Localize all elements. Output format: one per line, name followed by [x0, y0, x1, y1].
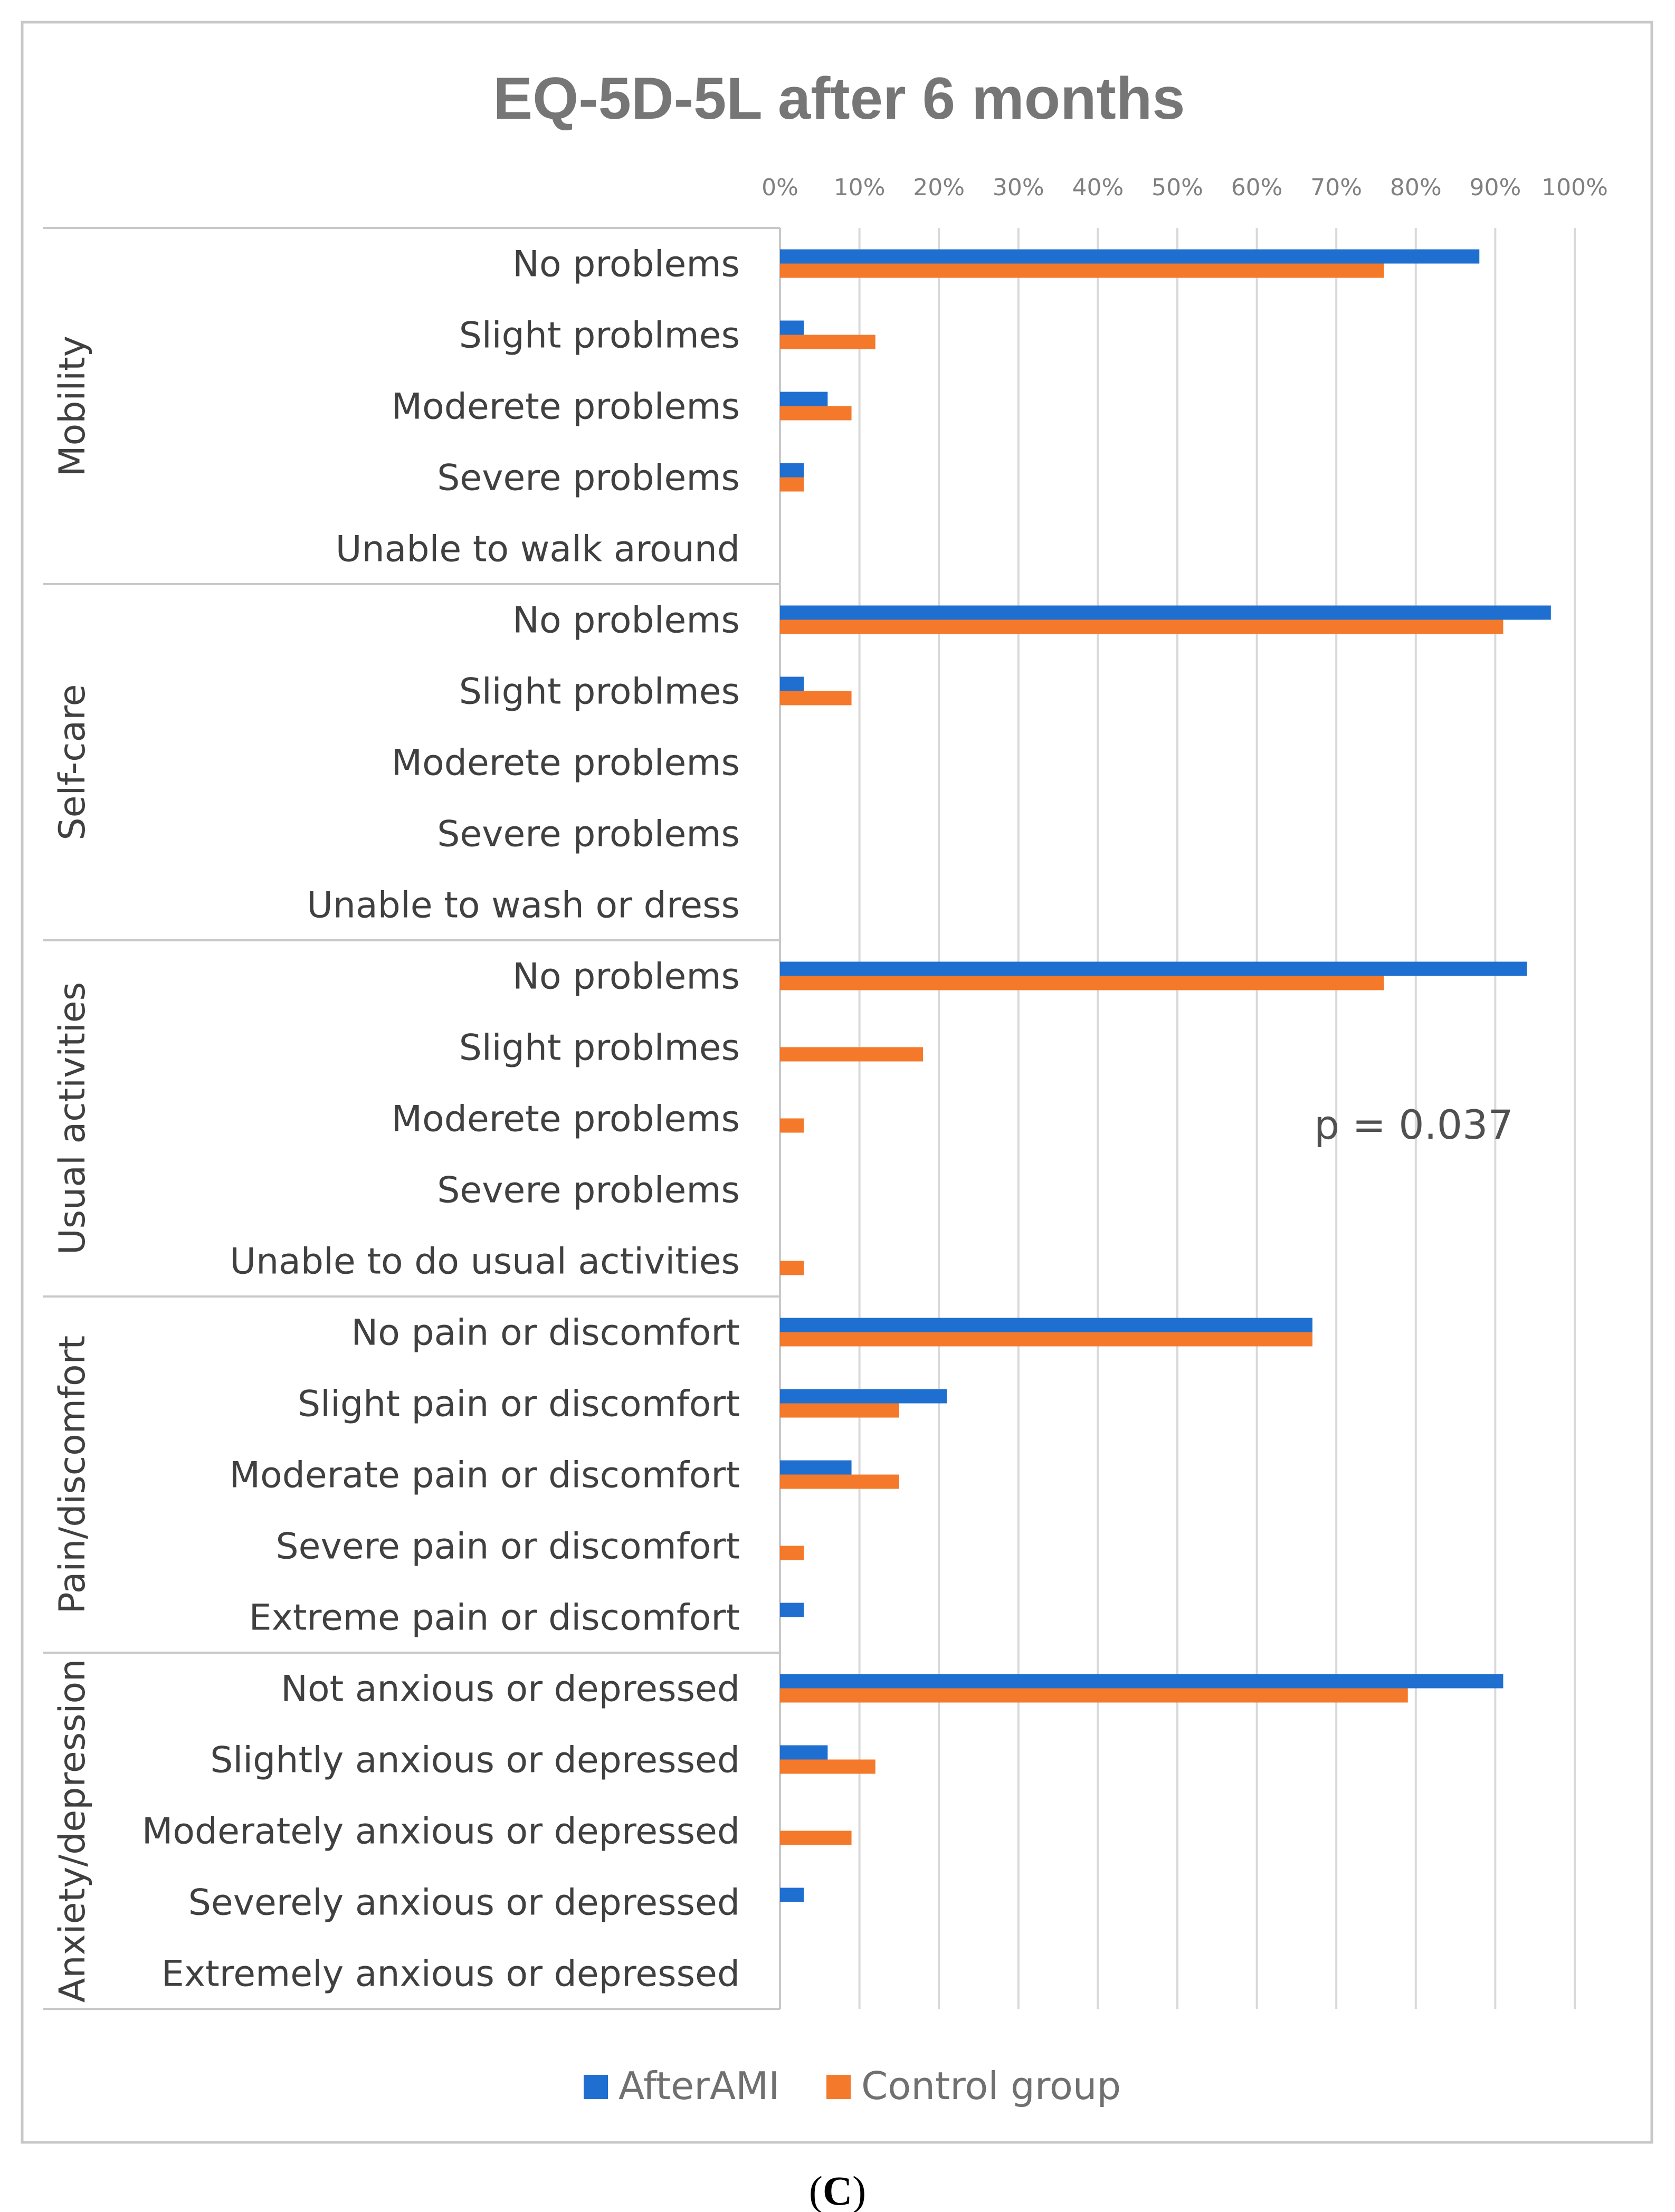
category-label: Moderete problems [392, 386, 740, 428]
figure-caption: (C) [809, 2168, 866, 2212]
x-axis-tick-labels: 0% 10% 20% 30% 40% 50% 60% 70% 80% 90% 100% [762, 174, 1608, 201]
category-label: Moderete problems [392, 1099, 740, 1140]
category-label: Severely anxious or depressed [188, 1882, 740, 1924]
x-tick-label: 10% [834, 174, 886, 201]
x-tick-label: 100% [1541, 174, 1608, 201]
category-labels: No problems Slight problmes Moderete probl… [142, 244, 740, 1995]
x-tick-label: 30% [993, 174, 1044, 201]
caption-open: ( [809, 2168, 823, 2212]
bars [780, 249, 1551, 1902]
bar-control-group [780, 1261, 804, 1275]
bar-control-group [780, 1546, 804, 1560]
bar-afterami [780, 463, 804, 478]
bar-control-group [780, 976, 1384, 990]
group-label: Anxiety/depression [52, 1659, 93, 2003]
legend: AfterAMI Control group [584, 2064, 1121, 2108]
x-tick-label: 0% [762, 174, 798, 201]
bar-control-group [780, 1759, 875, 1774]
bar-afterami [780, 1460, 852, 1475]
bar-afterami [780, 320, 804, 335]
bar-control-group [780, 691, 852, 705]
category-label: Severe pain or discomfort [276, 1526, 740, 1568]
p-value-annotation: p = 0.037 [1314, 1101, 1514, 1148]
bar-afterami [780, 1745, 828, 1760]
caption-close: ) [852, 2168, 866, 2212]
category-label: Severe problems [437, 457, 740, 499]
x-tick-label: 60% [1231, 174, 1283, 201]
bar-afterami [780, 605, 1551, 620]
chart-title: EQ-5D-5L after 6 months [493, 65, 1185, 131]
group-labels: Mobility Self-care Usual activities Pain/di… [52, 336, 93, 2003]
bar-afterami [780, 1674, 1503, 1689]
bar-control-group [780, 1474, 899, 1489]
bar-afterami [780, 1318, 1313, 1332]
category-label: Severe problems [437, 1170, 740, 1212]
bar-control-group [780, 619, 1503, 634]
x-tick-label: 20% [913, 174, 965, 201]
x-tick-label: 80% [1390, 174, 1442, 201]
category-label: Moderate pain or discomfort [229, 1455, 740, 1496]
chart-frame [21, 21, 1653, 2144]
bar-control-group [780, 477, 804, 492]
category-label: Unable to walk around [336, 529, 740, 570]
bar-control-group [780, 1047, 924, 1062]
category-label: Extremely anxious or depressed [161, 1953, 740, 1995]
category-label: Severe problems [437, 814, 740, 855]
bar-control-group [780, 1118, 804, 1133]
category-label: No problems [512, 244, 740, 285]
x-tick-label: 70% [1310, 174, 1362, 201]
bar-control-group [780, 263, 1384, 278]
bar-control-group [780, 406, 852, 421]
category-label: Unable to wash or dress [307, 885, 740, 927]
bar-afterami [780, 961, 1527, 976]
category-label: Moderete problems [392, 742, 740, 784]
legend-item-afterami-label: AfterAMI [618, 2064, 780, 2108]
x-tick-label: 40% [1072, 174, 1124, 201]
category-label: No problems [512, 956, 740, 998]
bar-control-group [780, 1830, 852, 1845]
x-tick-label: 50% [1151, 174, 1203, 201]
category-label: Moderately anxious or depressed [142, 1811, 740, 1853]
bar-afterami [780, 1603, 804, 1617]
category-label: Unable to do usual activities [230, 1241, 740, 1283]
category-label: Slight problmes [459, 315, 740, 357]
group-label: Self-care [52, 684, 93, 840]
bar-control-group [780, 1332, 1313, 1347]
bar-afterami [780, 1887, 804, 1902]
bar-afterami [780, 676, 804, 691]
group-label: Mobility [52, 336, 93, 476]
category-label: Not anxious or depressed [281, 1668, 740, 1710]
bar-control-group [780, 1688, 1408, 1703]
category-label: No problems [512, 600, 740, 642]
category-label: No pain or discomfort [351, 1312, 740, 1354]
category-label: Extreme pain or discomfort [249, 1597, 740, 1639]
legend-item-control-group-swatch [826, 2075, 851, 2099]
category-label: Slightly anxious or depressed [210, 1740, 740, 1781]
category-label: Slight problmes [459, 1027, 740, 1069]
bar-afterami [780, 392, 828, 406]
bar-control-group [780, 1403, 899, 1418]
group-label: Pain/discomfort [52, 1336, 93, 1614]
group-label: Usual activities [52, 982, 93, 1255]
category-label: Slight pain or discomfort [298, 1384, 740, 1425]
legend-item-afterami-swatch [584, 2075, 608, 2099]
bar-afterami [780, 249, 1480, 264]
x-tick-label: 90% [1470, 174, 1521, 201]
bar-afterami [780, 1389, 947, 1404]
caption-letter: C [823, 2168, 852, 2212]
bar-control-group [780, 335, 875, 349]
category-label: Slight problmes [459, 671, 740, 713]
legend-item-control-group-label: Control group [861, 2064, 1121, 2108]
